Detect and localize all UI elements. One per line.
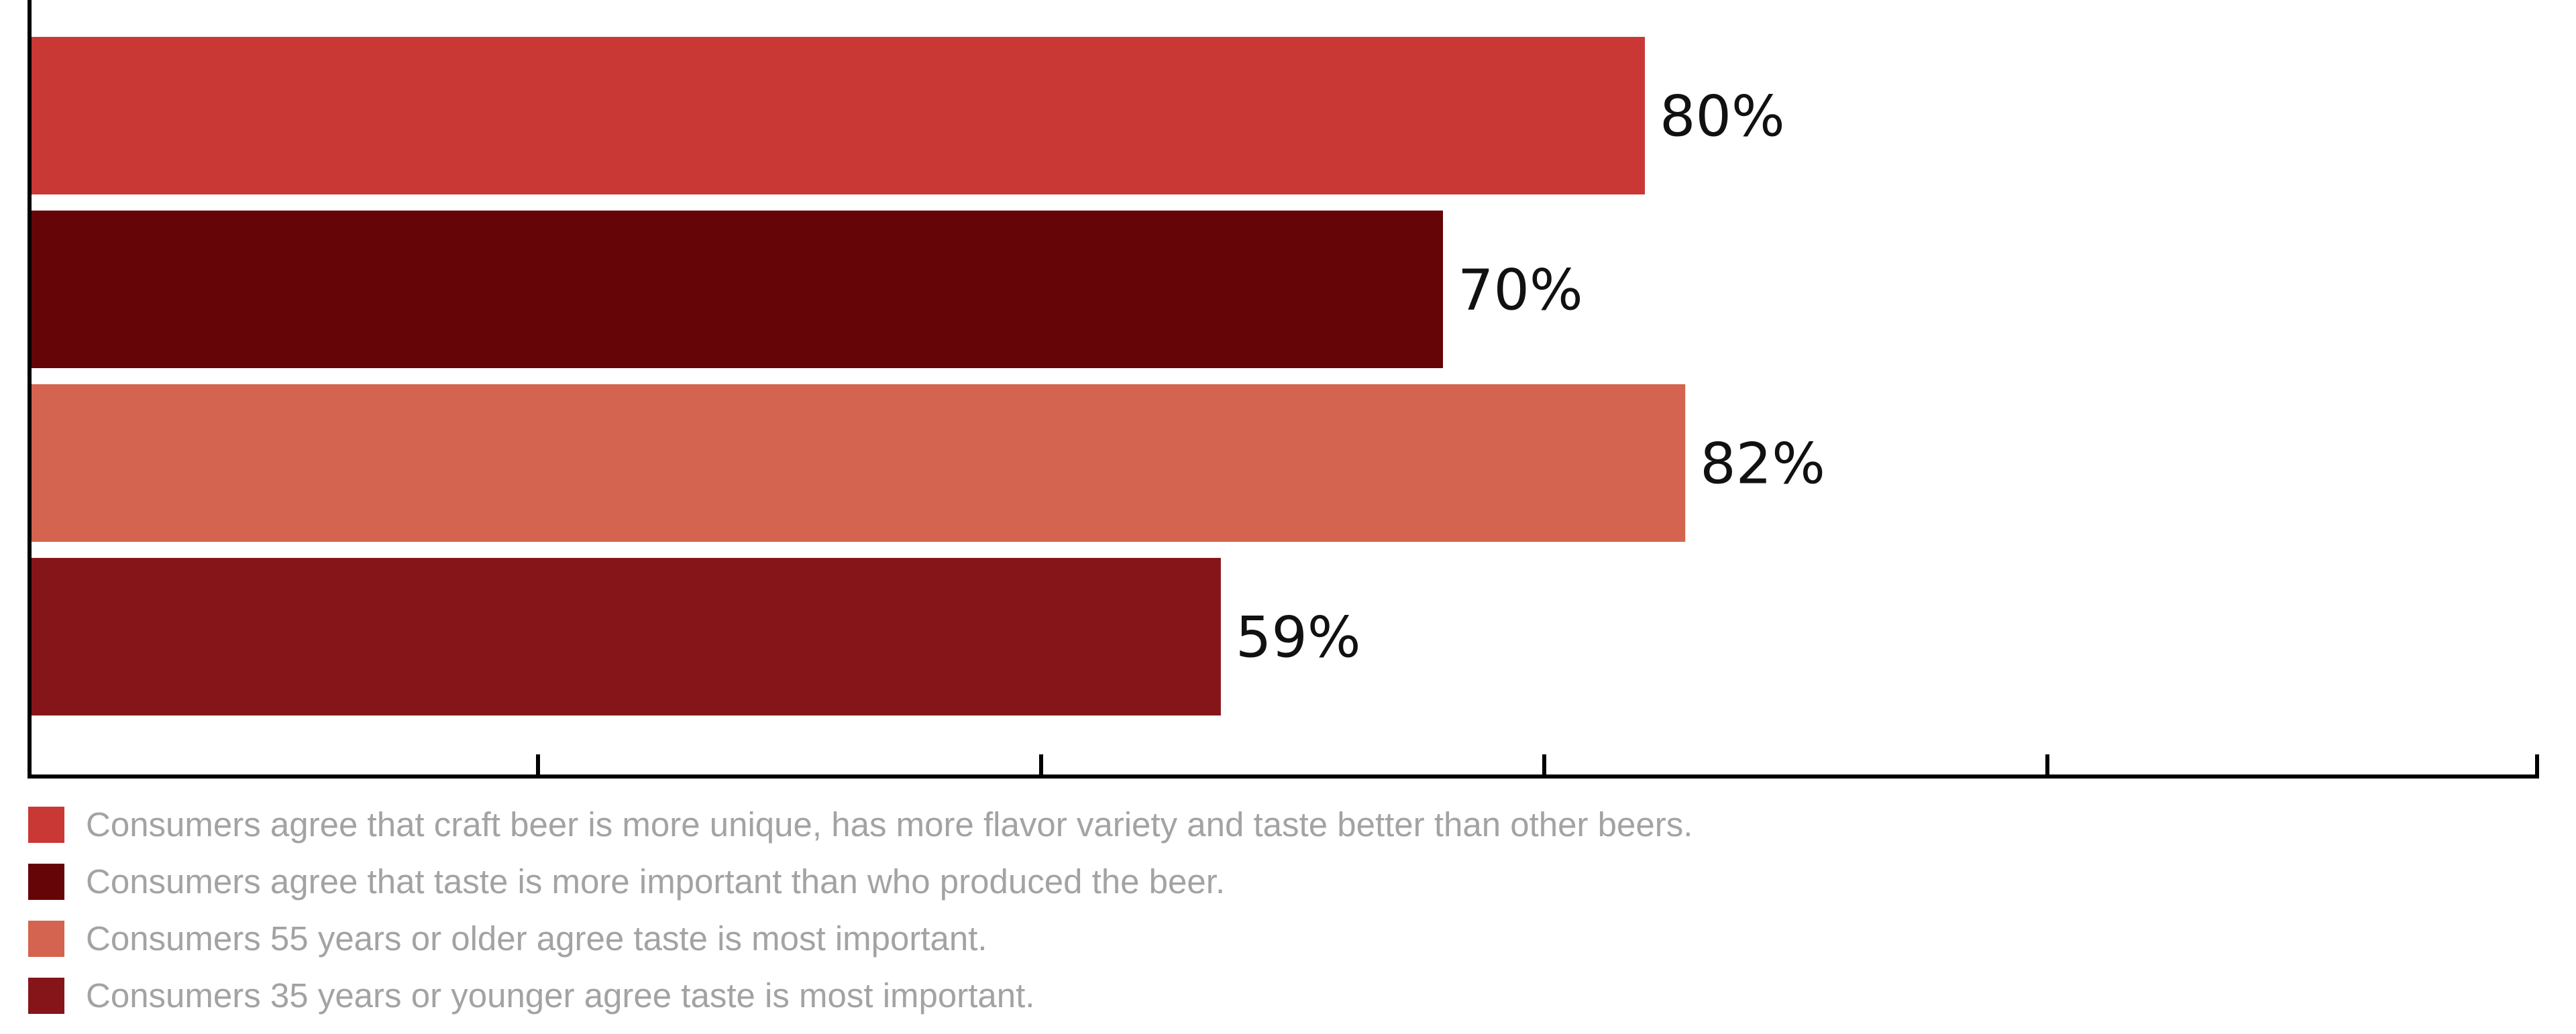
bar-value-label-1: 80% bbox=[1660, 84, 1785, 150]
legend-item: Consumers agree that craft beer is more … bbox=[28, 806, 1693, 844]
legend-label: Consumers 55 years or older agree taste … bbox=[86, 919, 987, 958]
legend-item: Consumers agree that taste is more impor… bbox=[28, 863, 1693, 901]
legend: Consumers agree that craft beer is more … bbox=[28, 806, 1693, 1034]
axes-group bbox=[28, 0, 2539, 779]
legend-swatch bbox=[28, 864, 64, 900]
bar-4 bbox=[30, 558, 1221, 715]
bar-value-label-2: 70% bbox=[1458, 257, 1583, 323]
bar-value-label-4: 59% bbox=[1236, 605, 1361, 671]
legend-label: Consumers agree that taste is more impor… bbox=[86, 862, 1226, 901]
legend-item: Consumers 55 years or older agree taste … bbox=[28, 920, 1693, 958]
legend-label: Consumers agree that craft beer is more … bbox=[86, 805, 1693, 844]
legend-swatch bbox=[28, 807, 64, 843]
bar-3 bbox=[30, 384, 1686, 542]
value-labels-group: 80% 70% 82% 59% bbox=[1236, 84, 1825, 671]
bars-group bbox=[30, 37, 1686, 715]
bar-1 bbox=[30, 37, 1645, 194]
legend-swatch bbox=[28, 921, 64, 957]
bar-value-label-3: 82% bbox=[1700, 431, 1825, 497]
bar-2 bbox=[30, 211, 1443, 368]
legend-swatch bbox=[28, 978, 64, 1014]
legend-label: Consumers 35 years or younger agree tast… bbox=[86, 976, 1035, 1015]
legend-item: Consumers 35 years or younger agree tast… bbox=[28, 977, 1693, 1015]
